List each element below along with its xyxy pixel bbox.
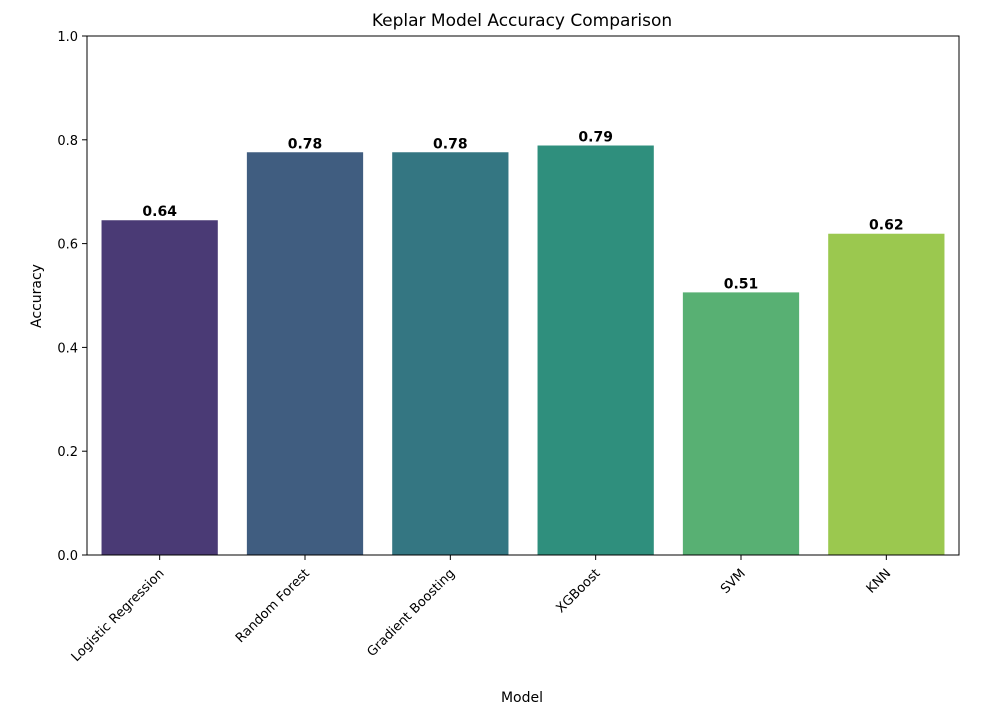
y-tick-label-1: 0.2: [57, 445, 78, 460]
value-labels-group: 0.64 0.78 0.78 0.79 0.51 0.62: [142, 130, 903, 293]
bar-3: [537, 145, 654, 555]
bar-1: [246, 152, 364, 556]
bar-value-label-0: 0.64: [142, 204, 177, 220]
x-tick-label-3: XGBoost: [554, 566, 604, 616]
x-tick-label-5: KNN: [864, 566, 894, 596]
x-axis: Logistic Regression Random Forest Gradient…: [69, 555, 894, 665]
chart-title: Keplar Model Accuracy Comparison: [372, 11, 672, 31]
plot-frame: [86, 35, 960, 556]
bar-value-label-3: 0.79: [578, 130, 613, 146]
y-tick-label-4: 0.8: [57, 134, 78, 149]
x-tick-label-0: Logistic Regression: [69, 566, 168, 665]
x-tick-label-4: SVM: [718, 566, 749, 597]
bars-group: [101, 145, 945, 556]
bar-2: [392, 152, 509, 556]
x-tick-label-2: Gradient Boosting: [364, 566, 458, 660]
y-tick-label-0: 0.0: [57, 549, 78, 564]
bar-value-label-4: 0.51: [724, 276, 759, 292]
bar-value-label-2: 0.78: [433, 136, 468, 152]
bar-0: [101, 220, 218, 555]
bar-4: [682, 292, 800, 555]
x-axis-label: Model: [501, 690, 543, 706]
y-tick-label-3: 0.6: [57, 238, 78, 253]
y-axis-label: Accuracy: [29, 264, 45, 328]
bar-5: [828, 233, 945, 555]
bar-value-label-5: 0.62: [869, 218, 904, 234]
bar-value-label-1: 0.78: [288, 136, 323, 152]
y-tick-label-2: 0.4: [57, 341, 78, 356]
y-axis: 0.0 0.2 0.4 0.6 0.8 1.0: [57, 30, 87, 564]
y-tick-label-5: 1.0: [57, 30, 78, 45]
x-tick-label-1: Random Forest: [233, 566, 313, 646]
